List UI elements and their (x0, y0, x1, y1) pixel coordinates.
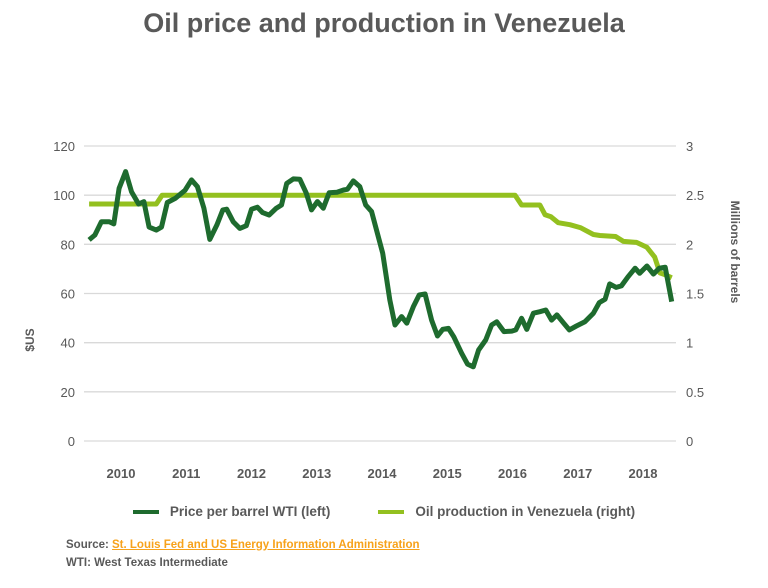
x-tick-label: 2013 (302, 466, 331, 481)
y-tick-label: 0 (68, 434, 75, 449)
y-axis-title: $US (23, 328, 37, 351)
series-line-production (89, 192, 673, 281)
y-tick-label: 80 (61, 237, 75, 252)
y-tick-label: 120 (53, 139, 75, 154)
y-right-tick-label: 0.5 (686, 385, 704, 400)
x-tick-label: 2011 (172, 466, 200, 481)
y-right-tick-label: 1 (686, 336, 693, 351)
series-line-price (87, 169, 675, 370)
x-tick-label: 2012 (237, 466, 266, 481)
legend-label-production: Oil production in Venezuela (right) (415, 504, 636, 519)
x-tick-label: 2016 (498, 466, 527, 481)
y-axis-right-title: Millions of barrels (728, 201, 742, 304)
x-tick-label: 2010 (107, 466, 136, 481)
legend-item-price: Price per barrel WTI (left) (132, 504, 331, 519)
legend-item-production: Oil production in Venezuela (right) (378, 504, 635, 519)
source-label: Source: (66, 539, 113, 551)
y-tick-label: 40 (61, 336, 75, 351)
y-tick-label: 100 (53, 188, 75, 203)
y-right-tick-label: 2 (686, 237, 693, 252)
y-tick-label: 60 (61, 287, 75, 302)
y-right-tick-label: 1.5 (686, 287, 704, 302)
chart-title: Oil price and production in Venezuela (143, 8, 625, 38)
y-right-tick-label: 3 (686, 139, 693, 154)
source-link[interactable]: St. Louis Fed and US Energy Information … (112, 539, 420, 551)
legend-label-price: Price per barrel WTI (left) (169, 504, 331, 519)
x-tick-label: 2015 (433, 466, 462, 481)
x-tick-label: 2018 (629, 466, 658, 481)
y-right-tick-label: 0 (686, 434, 693, 449)
legend-swatch-price (132, 509, 159, 514)
source-line: Source: St. Louis Fed and US Energy Info… (66, 539, 420, 551)
footnote: WTI: West Texas Intermediate (66, 557, 228, 569)
legend-swatch-production (378, 509, 405, 514)
legend: Price per barrel WTI (left) Oil producti… (0, 504, 768, 519)
x-tick-label: 2017 (563, 466, 592, 481)
y-tick-label: 20 (61, 385, 75, 400)
x-tick-label: 2014 (368, 466, 398, 481)
chart-plot: 0 20 40 60 80 100 120 0 0.5 1 1.5 2 2.5 3 2010 2011 20… (23, 139, 742, 481)
y-right-tick-label: 2.5 (686, 188, 704, 203)
